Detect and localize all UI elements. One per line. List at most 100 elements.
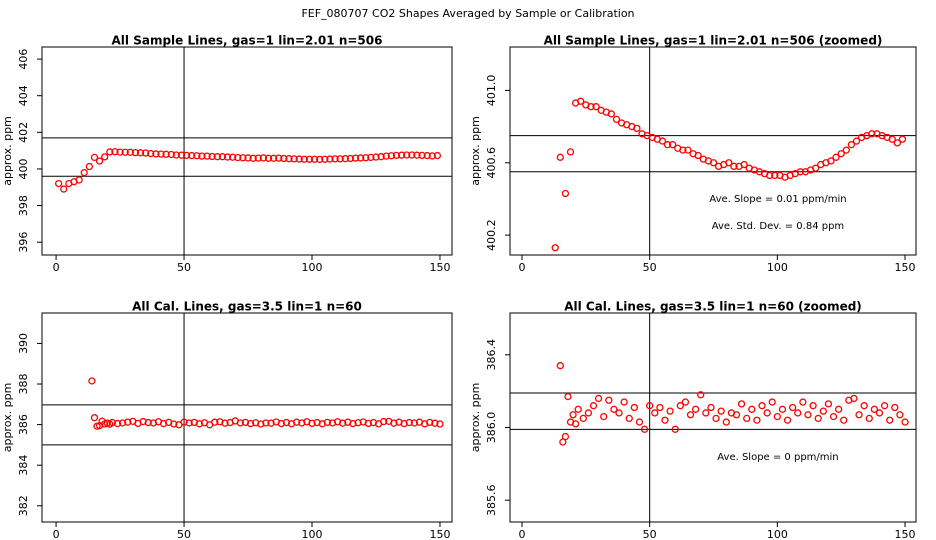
y-tick-label: 400 xyxy=(17,158,30,179)
point xyxy=(249,154,257,162)
point xyxy=(390,419,398,427)
point xyxy=(671,425,679,433)
point xyxy=(321,155,329,163)
point xyxy=(527,467,533,473)
point xyxy=(579,414,587,423)
x-tick-label: 100 xyxy=(767,528,788,540)
point xyxy=(298,419,306,427)
y-tick-label: 401.0 xyxy=(485,75,498,107)
point xyxy=(147,149,155,158)
point xyxy=(193,152,201,160)
point xyxy=(763,409,771,417)
point xyxy=(282,418,291,427)
x-tick-label: 150 xyxy=(429,528,450,540)
point xyxy=(203,152,211,160)
point xyxy=(162,150,170,158)
point xyxy=(709,159,718,167)
point xyxy=(139,417,147,426)
point xyxy=(794,409,802,417)
point xyxy=(612,115,621,123)
point xyxy=(868,130,876,138)
y-tick-label: 386.4 xyxy=(485,339,498,371)
point xyxy=(428,152,436,160)
point xyxy=(254,154,262,162)
point xyxy=(108,418,117,427)
point xyxy=(356,154,365,162)
y-tick-label: 402 xyxy=(17,122,30,143)
point xyxy=(305,155,314,163)
point xyxy=(732,411,741,419)
point xyxy=(684,146,692,154)
point xyxy=(891,403,899,412)
point xyxy=(542,377,548,383)
point xyxy=(236,419,244,427)
y-tick-label: 385.6 xyxy=(485,484,498,515)
point xyxy=(646,402,654,410)
point xyxy=(663,141,672,149)
plot-area xyxy=(510,313,916,522)
point xyxy=(313,418,321,427)
point xyxy=(842,146,850,154)
point xyxy=(106,148,114,156)
point xyxy=(418,151,426,160)
point xyxy=(865,414,873,423)
point xyxy=(269,154,278,162)
point xyxy=(285,155,293,163)
point xyxy=(850,394,858,403)
point xyxy=(658,137,667,145)
point xyxy=(436,420,444,428)
point xyxy=(635,418,644,426)
point xyxy=(691,405,700,413)
point xyxy=(208,152,216,161)
point xyxy=(293,418,301,426)
point xyxy=(349,419,357,428)
plot-area xyxy=(510,47,916,473)
point xyxy=(773,412,781,421)
point xyxy=(679,146,687,154)
chart-title: All Cal. Lines, gas=3.5 lin=1 n=60 xyxy=(132,300,362,314)
point xyxy=(584,409,593,417)
point xyxy=(768,398,776,406)
point xyxy=(758,402,766,410)
point xyxy=(666,407,674,415)
point xyxy=(241,418,250,427)
point xyxy=(556,153,564,161)
point xyxy=(54,179,63,188)
point xyxy=(778,405,787,413)
point xyxy=(607,110,616,118)
point xyxy=(223,153,232,161)
point xyxy=(605,396,613,404)
point xyxy=(221,419,229,427)
point xyxy=(377,153,385,161)
point xyxy=(896,411,904,419)
point xyxy=(737,400,746,408)
point xyxy=(587,103,595,111)
y-axis-label: approx. ppm xyxy=(469,116,482,186)
point xyxy=(633,124,641,133)
point xyxy=(408,151,416,159)
point xyxy=(60,185,68,193)
point xyxy=(275,154,283,162)
point xyxy=(290,155,298,163)
point xyxy=(722,418,730,426)
point xyxy=(804,411,812,419)
point xyxy=(185,419,193,427)
point xyxy=(589,402,598,410)
point xyxy=(246,419,255,428)
point xyxy=(90,414,99,422)
x-tick-label: 50 xyxy=(177,261,191,274)
point xyxy=(814,414,822,423)
point xyxy=(676,402,684,410)
point xyxy=(88,377,96,385)
point xyxy=(707,403,715,412)
chart-title: All Sample Lines, gas=1 lin=2.01 n=506 (… xyxy=(544,34,883,48)
point xyxy=(118,419,127,427)
point xyxy=(870,405,879,413)
point xyxy=(847,141,856,149)
point xyxy=(182,151,191,160)
point xyxy=(702,409,710,417)
x-tick-label: 150 xyxy=(429,261,450,274)
point xyxy=(351,154,360,162)
y-tick-label: 382 xyxy=(17,495,30,516)
point xyxy=(380,417,388,426)
